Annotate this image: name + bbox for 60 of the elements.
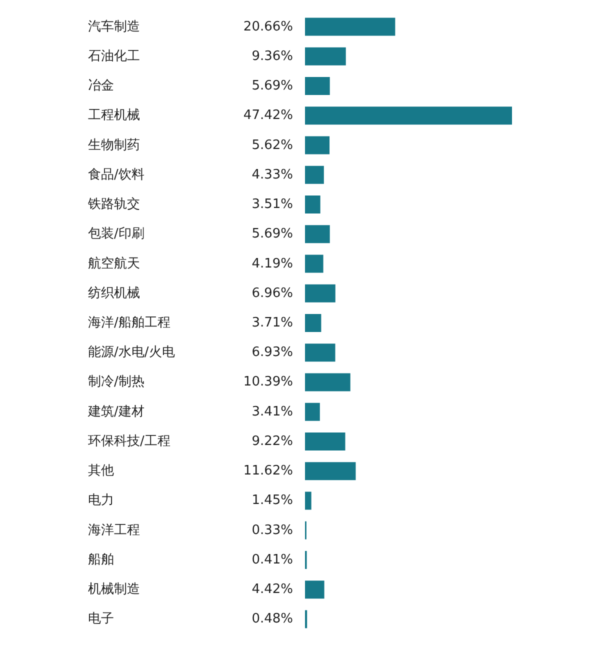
y-tick-label: 工程机械 <box>88 108 140 124</box>
bar <box>305 373 350 392</box>
y-tick-label: 纺织机械 <box>88 286 140 301</box>
data-label: 6.93% <box>252 345 293 360</box>
data-label: 4.33% <box>252 167 293 182</box>
y-tick-label: 生物制药 <box>88 138 140 153</box>
bar <box>305 166 324 184</box>
y-tick-label: 电力 <box>88 493 114 508</box>
y-tick-label: 包装/印刷 <box>88 226 144 242</box>
data-label: 1.45% <box>252 493 293 508</box>
data-label: 47.42% <box>243 108 293 124</box>
y-tick-label: 石油化工 <box>88 48 140 64</box>
bar <box>305 225 330 244</box>
data-label: 3.51% <box>252 197 293 212</box>
y-tick-label: 海洋/船舶工程 <box>88 316 170 330</box>
bar <box>305 580 324 599</box>
data-label: 0.41% <box>252 552 293 568</box>
bar <box>305 432 346 450</box>
y-tick-label: 建筑/建材 <box>87 404 144 420</box>
bar <box>305 254 324 273</box>
y-tick-label: 冶金 <box>88 78 114 94</box>
bar <box>305 462 356 480</box>
y-tick-label: 航空航天 <box>88 256 140 272</box>
bar <box>305 492 312 510</box>
y-tick-label: 食品/饮料 <box>88 167 144 182</box>
data-label: 5.69% <box>252 226 293 242</box>
data-label: 11.62% <box>243 464 293 479</box>
data-label: 0.48% <box>252 612 293 627</box>
data-label: 9.22% <box>252 434 293 449</box>
data-label: 20.66% <box>243 19 293 34</box>
data-label: 5.62% <box>252 138 293 153</box>
data-label: 10.39% <box>243 374 293 390</box>
bar <box>305 196 320 214</box>
y-tick-label: 机械制造 <box>88 582 140 598</box>
bar <box>305 344 336 362</box>
bar <box>305 284 336 302</box>
y-tick-label: 能源/水电/火电 <box>88 345 175 360</box>
data-label: 5.69% <box>252 78 293 94</box>
data-label: 3.41% <box>252 404 293 420</box>
data-label: 6.96% <box>252 286 293 301</box>
y-tick-label: 海洋工程 <box>88 522 140 538</box>
bar <box>305 77 330 96</box>
bar <box>305 402 320 421</box>
data-label: 9.36% <box>252 48 293 64</box>
bar <box>305 106 512 125</box>
y-tick-label: 船舶 <box>88 552 114 568</box>
y-tick-label: 铁路轨交 <box>87 196 140 212</box>
data-label: 3.71% <box>252 316 293 330</box>
bar <box>305 47 346 66</box>
bar <box>305 18 396 36</box>
data-label: 4.19% <box>252 256 293 272</box>
y-tick-label: 其他 <box>88 464 114 479</box>
bar <box>305 314 322 332</box>
bar <box>305 136 330 154</box>
data-label: 4.42% <box>252 582 293 598</box>
y-tick-label: 制冷/制热 <box>88 374 144 390</box>
data-label: 0.33% <box>252 522 293 538</box>
y-tick-label: 环保科技/工程 <box>88 434 170 449</box>
y-tick-label: 电子 <box>88 612 114 627</box>
y-tick-label: 汽车制造 <box>88 19 140 34</box>
